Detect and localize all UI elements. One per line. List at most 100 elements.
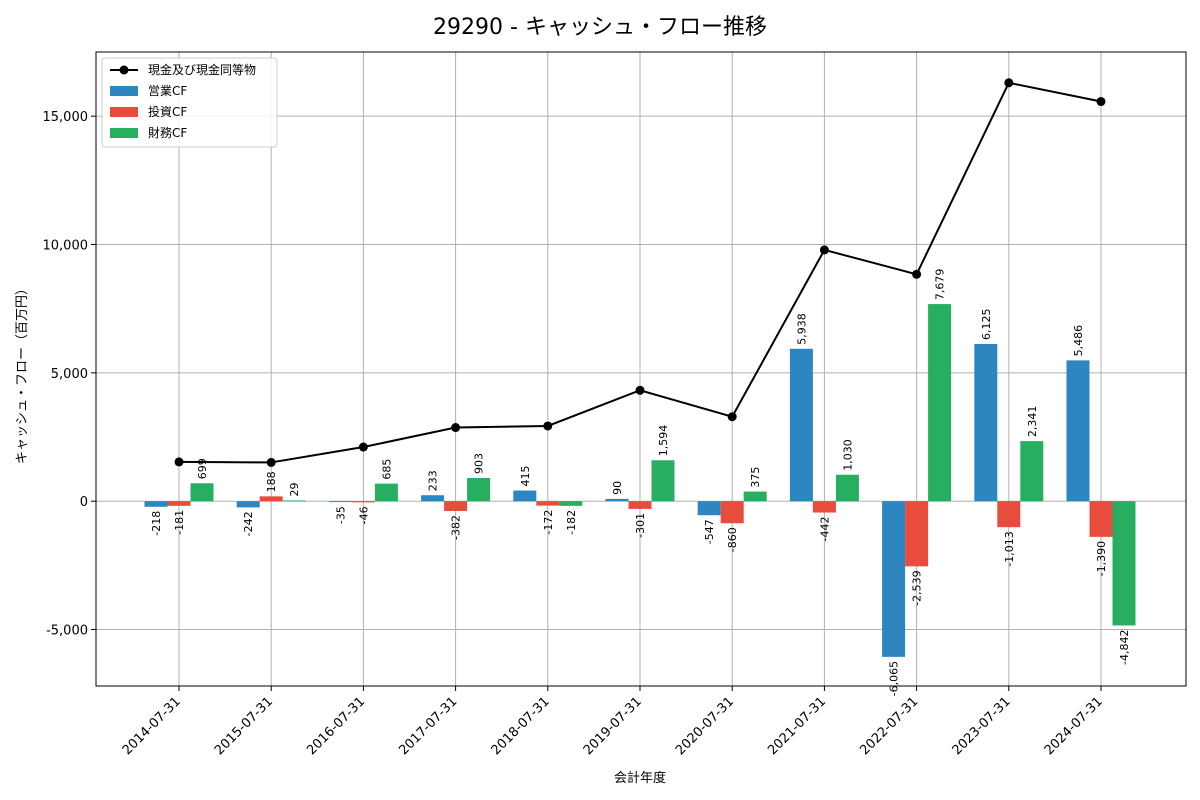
y-tick-label: 10,000	[43, 239, 89, 254]
plot-frame	[95, 51, 1187, 687]
bar-data-label: -301	[634, 513, 647, 538]
bar	[374, 483, 398, 502]
bar	[421, 495, 445, 502]
x-tick-label: 2018-07-31	[489, 694, 553, 758]
x-tick-label: 2014-07-31	[120, 694, 184, 758]
bar-data-label: 1,030	[841, 439, 854, 471]
cash-point	[912, 269, 922, 279]
bar	[351, 501, 375, 503]
legend-label: 投資CF	[148, 104, 187, 119]
cash-point	[635, 385, 645, 395]
bar	[282, 500, 306, 502]
bar-data-label: -46	[357, 506, 370, 524]
bar-data-label: 5,486	[1072, 325, 1085, 357]
bar	[328, 501, 352, 503]
bar-data-label: 188	[265, 471, 278, 492]
bar-data-label: -242	[242, 511, 255, 536]
x-tick-label: 2020-07-31	[673, 694, 737, 758]
bar-data-label: -218	[150, 511, 163, 536]
bar-data-label: -547	[703, 519, 716, 544]
bar-data-label: -860	[726, 527, 739, 552]
bar-data-label: -442	[818, 517, 831, 542]
line-layer	[174, 78, 1106, 467]
bar-data-label: -4,842	[1118, 629, 1131, 664]
y-axis-label: キャッシュ・フロー（百万円）	[15, 282, 30, 464]
bar	[720, 501, 744, 524]
x-tick-label: 2023-07-31	[950, 694, 1014, 758]
cash-point	[451, 423, 461, 433]
bar	[467, 478, 491, 502]
bar	[651, 460, 675, 502]
bar-data-label: 5,938	[795, 313, 808, 345]
cash-point	[819, 245, 829, 255]
bar-data-label: -35	[334, 506, 347, 524]
x-tick-label: 2024-07-31	[1042, 694, 1106, 758]
bar-data-label: -181	[173, 510, 186, 535]
bar-data-label: -2,539	[911, 570, 924, 605]
bar	[628, 501, 652, 509]
bar-data-label: 903	[473, 453, 486, 474]
bar	[1020, 441, 1044, 502]
bar-data-label: 233	[427, 470, 440, 491]
bar	[605, 498, 629, 502]
bar-data-label: 699	[196, 458, 209, 479]
legend-label: 営業CF	[148, 84, 187, 98]
y-tick-label: -5,000	[46, 624, 88, 639]
bar	[444, 501, 468, 511]
x-tick-label: 2021-07-31	[765, 694, 829, 758]
bar	[536, 501, 560, 506]
bar	[974, 343, 998, 502]
bar-data-label: 685	[380, 459, 393, 480]
x-axis-label: 会計年度	[614, 770, 666, 786]
bar	[743, 491, 767, 502]
legend-swatch	[110, 128, 138, 138]
bar	[1089, 501, 1113, 537]
grid-layer	[96, 52, 1186, 686]
y-tick-label: 5,000	[51, 367, 88, 382]
bar	[259, 496, 283, 502]
cash-point	[727, 412, 737, 422]
cash-point	[543, 421, 553, 431]
x-tick-label: 2019-07-31	[581, 694, 645, 758]
bar-data-label: 1,594	[657, 425, 670, 457]
bar	[559, 501, 583, 506]
bar	[190, 483, 214, 502]
label-layer: -218 -242 -35 233 415 90 -547 5,938 -6,065 6,125 5…	[150, 269, 1131, 697]
x-tick-label: 2015-07-31	[212, 694, 276, 758]
legend-marker	[119, 65, 129, 75]
bar-data-label: -1,013	[1003, 531, 1016, 566]
y-tick-label: 0	[80, 495, 88, 510]
y-tick-label: 15,000	[43, 110, 89, 125]
x-tick-label: 2016-07-31	[304, 694, 368, 758]
bar	[789, 348, 813, 502]
bar	[882, 501, 906, 657]
bar-data-label: 415	[519, 466, 532, 487]
bar	[1066, 360, 1090, 502]
bar-data-label: 6,125	[980, 308, 993, 340]
legend-label: 現金及び現金同等物	[148, 62, 256, 77]
bar	[812, 501, 836, 513]
bar	[697, 501, 721, 516]
bar-data-label: -1,390	[1095, 541, 1108, 576]
bar	[928, 304, 952, 502]
cash-point	[174, 457, 184, 467]
legend-swatch	[110, 86, 138, 96]
x-tick-label: 2017-07-31	[396, 694, 460, 758]
legend-label: 財務CF	[148, 125, 187, 140]
cash-point	[1096, 97, 1106, 107]
bar	[835, 474, 859, 502]
bar-data-label: 7,679	[934, 269, 947, 301]
bar	[997, 501, 1021, 528]
bar	[236, 501, 260, 508]
bar-data-label: -6,065	[888, 661, 901, 696]
bar-data-label: -172	[542, 510, 555, 535]
bar-data-label: -382	[450, 515, 463, 540]
bar	[1112, 501, 1136, 626]
cash-point	[1004, 78, 1014, 88]
legend-swatch	[110, 107, 138, 117]
bar-data-label: 2,341	[1026, 406, 1039, 438]
bar	[144, 501, 168, 507]
